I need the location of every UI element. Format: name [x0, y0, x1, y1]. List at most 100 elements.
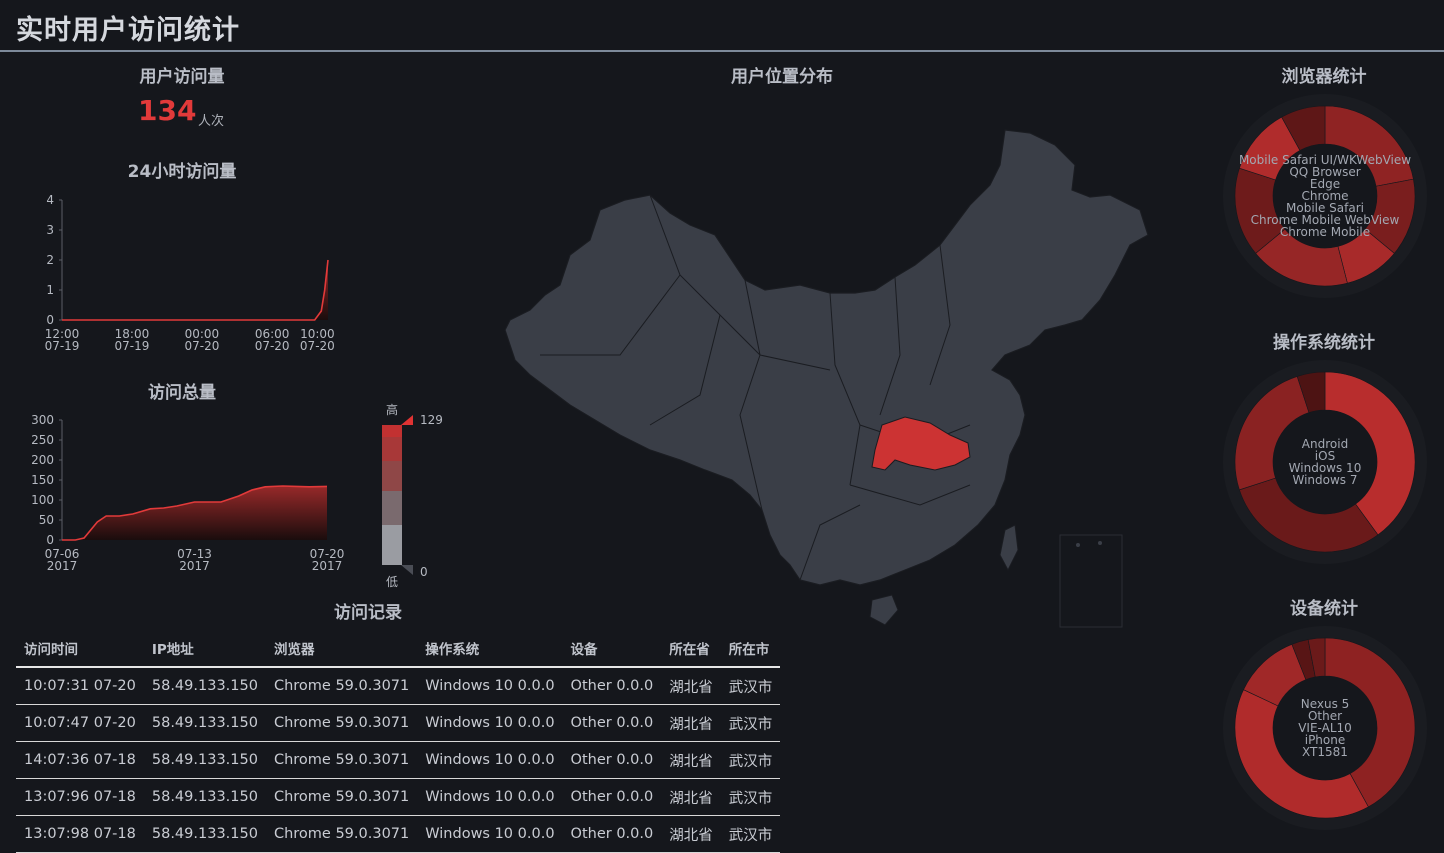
hourly-x-tick-sub: 07-20 [184, 339, 219, 353]
table-cell: 13:07:96 07-18 [16, 778, 144, 816]
table-cell: 14:07:36 07-18 [16, 741, 144, 779]
table-cell: Chrome 59.0.3071 [265, 741, 418, 779]
browser-label: Chrome [1301, 189, 1348, 203]
table-cell: 湖北省 [661, 667, 721, 705]
table-cell: 湖北省 [661, 704, 721, 742]
table-cell: Other 0.0.0 [562, 741, 662, 779]
total-line [62, 485, 328, 541]
total-x-tick: 07-13 [177, 547, 212, 561]
browser-label: Edge [1310, 177, 1340, 191]
table-cell: 武汉市 [720, 815, 781, 853]
hourly-chart: 0123412:0007-1918:0007-1900:0007-2006:00… [45, 193, 335, 353]
map-region-hubei[interactable] [871, 416, 971, 471]
column-header: 访问时间 [16, 630, 144, 668]
table-cell: 58.49.133.150 [143, 815, 266, 853]
hourly-line [62, 259, 329, 321]
total-x-tick: 07-06 [45, 547, 80, 561]
table-cell: Windows 10 0.0.0 [417, 778, 563, 816]
hourly-x-tick: 10:00 [300, 327, 335, 341]
table-cell: 湖北省 [661, 778, 721, 816]
table-cell: Chrome 59.0.3071 [265, 704, 418, 742]
os-label: iOS [1315, 449, 1335, 463]
visits-count: 134 [138, 94, 197, 127]
table-row[interactable]: 10:07:47 07-20 58.49.133.150 Chrome 59.0.3… [16, 704, 781, 742]
map-legend: 高 129 0 低 [382, 402, 443, 589]
records-header-row: 访问时间 IP地址 浏览器 操作系统 设备 所在省 所在市 [16, 630, 781, 668]
table-row[interactable]: 10:07:31 07-20 58.49.133.150 Chrome 59.0.3… [16, 667, 781, 705]
hourly-x-tick-sub: 07-20 [300, 339, 335, 353]
device-label: VIE-AL10 [1298, 721, 1352, 735]
table-row[interactable]: 13:07:98 07-18 58.49.133.150 Chrome 59.0.3… [16, 815, 781, 853]
total-chart: 05010015020025030007-06201707-13201707-2… [31, 413, 344, 573]
table-cell: Windows 10 0.0.0 [417, 741, 563, 779]
table-cell: Windows 10 0.0.0 [417, 667, 563, 705]
table-cell: 武汉市 [720, 778, 781, 816]
device-label: XT1581 [1302, 745, 1348, 759]
browser-label: Chrome Mobile WebView [1251, 213, 1400, 227]
table-cell: 13:07:98 07-18 [16, 815, 144, 853]
hourly-x-tick: 00:00 [185, 327, 220, 341]
browser-label: QQ Browser [1289, 165, 1360, 179]
table-cell: Other 0.0.0 [562, 704, 662, 742]
column-header: 所在市 [720, 630, 781, 668]
table-row[interactable]: 14:07:36 07-18 58.49.133.150 Chrome 59.0.3… [16, 741, 781, 779]
hourly-x-tick: 12:00 [45, 327, 80, 341]
table-cell: 58.49.133.150 [143, 667, 266, 705]
browser-chart-title: 浏览器统计 [1281, 67, 1367, 87]
total-x-tick-sub: 2017 [47, 559, 78, 573]
device-label: iPhone [1305, 733, 1346, 747]
table-cell: 10:07:47 07-20 [16, 704, 144, 742]
table-cell: 武汉市 [720, 704, 781, 742]
table-cell: Other 0.0.0 [562, 815, 662, 853]
total-y-tick: 200 [31, 453, 54, 467]
total-area [62, 486, 327, 540]
table-cell: 武汉市 [720, 667, 781, 705]
table-row[interactable]: 13:07:96 07-18 58.49.133.150 Chrome 59.0.3… [16, 778, 781, 816]
hourly-x-tick-sub: 07-19 [45, 339, 80, 353]
legend-max: 129 [420, 413, 443, 427]
table-cell: Chrome 59.0.3071 [265, 667, 418, 705]
visits-title: 用户访问量 [139, 67, 225, 87]
records-table: 访问时间 IP地址 浏览器 操作系统 设备 所在省 所在市 10:07:31 07-20 58… [16, 630, 781, 853]
total-y-tick: 50 [39, 513, 54, 527]
table-cell: 58.49.133.150 [143, 704, 266, 742]
table-cell: 湖北省 [661, 741, 721, 779]
device-label: Other [1308, 709, 1342, 723]
total-y-tick: 0 [46, 533, 54, 547]
browser-label: Mobile Safari UI/WKWebView [1239, 153, 1411, 167]
device-chart-title: 设备统计 [1290, 599, 1358, 619]
legend-low-label: 低 [386, 575, 398, 589]
table-cell: Windows 10 0.0.0 [417, 815, 563, 853]
page-title: 实时用户访问统计 [16, 15, 240, 46]
visits-unit: 人次 [198, 114, 225, 129]
table-cell: 湖北省 [661, 815, 721, 853]
column-header: IP地址 [143, 630, 266, 668]
map-land [504, 129, 1149, 586]
hourly-x-tick: 18:00 [115, 327, 150, 341]
legend-min: 0 [420, 565, 428, 579]
hourly-y-tick: 4 [46, 193, 54, 207]
map-title: 用户位置分布 [731, 67, 833, 87]
china-map[interactable] [500, 125, 1160, 635]
total-y-tick: 100 [31, 493, 54, 507]
total-y-tick: 250 [31, 433, 54, 447]
hourly-y-tick: 2 [46, 253, 54, 267]
table-cell: 武汉市 [720, 741, 781, 779]
hourly-y-tick: 0 [46, 313, 54, 327]
table-cell: Chrome 59.0.3071 [265, 815, 418, 853]
table-cell: Other 0.0.0 [562, 778, 662, 816]
table-cell: 58.49.133.150 [143, 741, 266, 779]
page-header: 实时用户访问统计 [0, 0, 1444, 52]
os-chart-title: 操作系统统计 [1273, 333, 1375, 353]
hourly-chart-title: 24小时访问量 [127, 162, 237, 182]
records-title: 访问记录 [334, 603, 402, 623]
browser-label: Mobile Safari [1286, 201, 1364, 215]
hourly-x-tick-sub: 07-19 [115, 339, 150, 353]
table-cell: 10:07:31 07-20 [16, 667, 144, 705]
hourly-y-tick: 3 [46, 223, 54, 237]
table-cell: Other 0.0.0 [562, 667, 662, 705]
total-x-tick-sub: 2017 [312, 559, 343, 573]
table-cell: Chrome 59.0.3071 [265, 778, 418, 816]
legend-high-label: 高 [386, 402, 398, 417]
